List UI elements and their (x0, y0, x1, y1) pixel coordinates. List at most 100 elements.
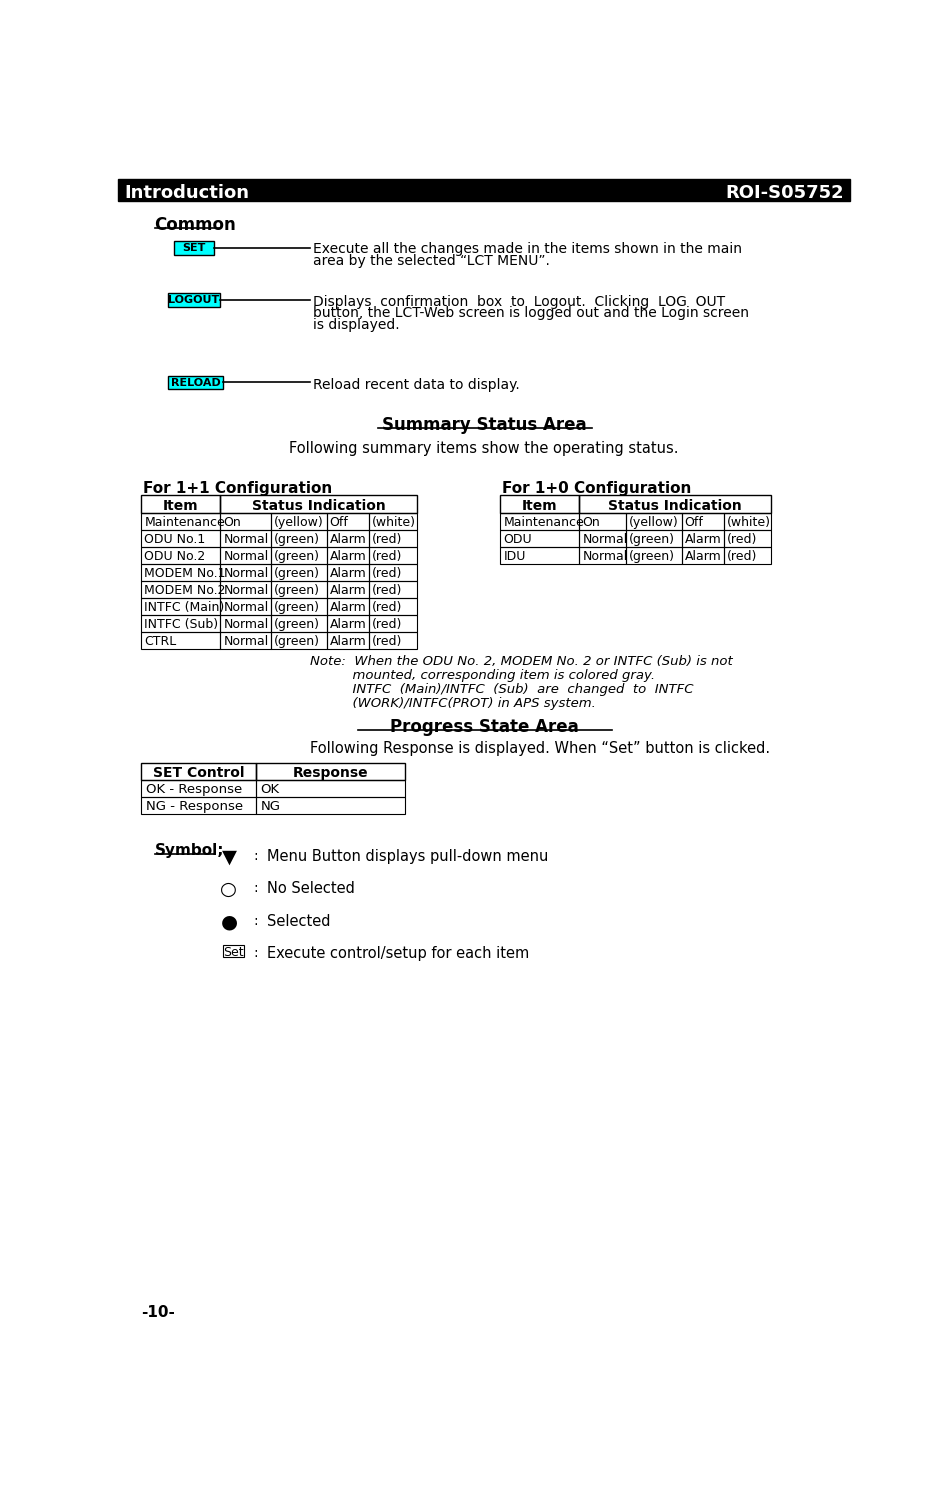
Bar (223, 945, 244, 957)
Bar (271, 530, 327, 548)
Text: Displays  confirmation  box  to  Logout.  Clicking  LOG  OUT: Displays confirmation box to Logout. Cli… (313, 294, 725, 309)
Text: (white): (white) (727, 517, 770, 530)
Text: Common: Common (155, 216, 236, 234)
Text: (yellow): (yellow) (274, 517, 323, 530)
Text: (green): (green) (274, 567, 320, 581)
Bar (327, 615, 369, 632)
Bar (271, 514, 327, 530)
Text: Alarm: Alarm (329, 551, 366, 563)
Bar (723, 548, 770, 564)
Text: Status Indication: Status Indication (607, 499, 741, 512)
Bar (369, 581, 417, 599)
Bar (369, 530, 417, 548)
Text: INTFC (Sub): INTFC (Sub) (144, 618, 218, 632)
Text: Alarm: Alarm (329, 567, 366, 581)
Bar (327, 632, 369, 649)
Text: For 1+1 Configuration: For 1+1 Configuration (143, 481, 332, 496)
Text: Item: Item (521, 499, 557, 512)
Bar (174, 240, 214, 255)
Text: Normal: Normal (224, 618, 268, 632)
Bar (220, 514, 271, 530)
Text: Status Indication: Status Indication (252, 499, 385, 512)
Text: Off: Off (683, 517, 702, 530)
Text: Following summary items show the operating status.: Following summary items show the operati… (289, 440, 678, 455)
Text: Alarm: Alarm (329, 584, 366, 597)
Bar (118, 179, 850, 200)
Text: Alarm: Alarm (683, 551, 720, 563)
Text: ODU No.2: ODU No.2 (144, 551, 206, 563)
Text: mounted, corresponding item is colored gray.: mounted, corresponding item is colored g… (310, 669, 655, 682)
Text: INTFC (Main): INTFC (Main) (144, 602, 225, 614)
Text: -10-: -10- (142, 1305, 175, 1320)
Bar (142, 632, 220, 649)
Bar (499, 514, 579, 530)
Text: Selected: Selected (266, 914, 330, 929)
Bar (499, 548, 579, 564)
Text: Execute all the changes made in the items shown in the main: Execute all the changes made in the item… (313, 242, 742, 257)
Text: (red): (red) (372, 618, 402, 632)
Text: (green): (green) (274, 551, 320, 563)
Text: ROI-S05752: ROI-S05752 (725, 184, 843, 202)
Text: (red): (red) (727, 551, 757, 563)
Bar (220, 564, 271, 581)
Text: On: On (224, 517, 241, 530)
Text: Normal: Normal (224, 551, 268, 563)
Text: ○: ○ (220, 879, 237, 899)
Text: CTRL: CTRL (144, 635, 177, 648)
Text: Normal: Normal (224, 584, 268, 597)
Text: (red): (red) (372, 533, 402, 546)
Text: NG - Response: NG - Response (146, 800, 243, 812)
Bar (220, 632, 271, 649)
Bar (681, 514, 723, 530)
Text: INTFC  (Main)/INTFC  (Sub)  are  changed  to  INTFC: INTFC (Main)/INTFC (Sub) are changed to … (310, 682, 693, 696)
Text: (red): (red) (372, 635, 402, 648)
Text: SET Control: SET Control (153, 766, 244, 779)
Text: MODEM No.1: MODEM No.1 (144, 567, 226, 581)
Text: Response: Response (293, 766, 368, 779)
Text: Execute control/setup for each item: Execute control/setup for each item (266, 947, 529, 961)
Text: (white): (white) (372, 517, 416, 530)
Bar (327, 548, 369, 564)
Text: MODEM No.2: MODEM No.2 (144, 584, 226, 597)
Bar (142, 763, 256, 779)
Text: Alarm: Alarm (329, 602, 366, 614)
Text: Normal: Normal (224, 533, 268, 546)
Bar (142, 514, 220, 530)
Bar (220, 530, 271, 548)
Bar (271, 564, 327, 581)
Bar (220, 615, 271, 632)
Text: (green): (green) (628, 551, 674, 563)
Text: IDU: IDU (503, 551, 525, 563)
Bar (499, 530, 579, 548)
Text: Alarm: Alarm (329, 635, 366, 648)
Bar (271, 615, 327, 632)
Bar (369, 548, 417, 564)
Text: :: : (254, 881, 258, 896)
Bar (579, 548, 625, 564)
Bar (579, 530, 625, 548)
Text: ●: ● (220, 912, 237, 932)
Bar (369, 615, 417, 632)
Text: (red): (red) (727, 533, 757, 546)
Text: Off: Off (329, 517, 348, 530)
Bar (142, 615, 220, 632)
Bar (579, 514, 625, 530)
Bar (168, 376, 223, 390)
Text: (green): (green) (274, 635, 320, 648)
Bar (220, 548, 271, 564)
Bar (625, 530, 681, 548)
Bar (327, 530, 369, 548)
Text: SET: SET (182, 243, 206, 254)
Text: ▼: ▼ (221, 848, 236, 866)
Text: (WORK)/INTFC(PROT) in APS system.: (WORK)/INTFC(PROT) in APS system. (310, 697, 596, 709)
Bar (625, 514, 681, 530)
Bar (369, 514, 417, 530)
Text: Normal: Normal (224, 635, 268, 648)
Text: Introduction: Introduction (125, 184, 249, 202)
Text: Menu Button displays pull-down menu: Menu Button displays pull-down menu (266, 850, 548, 864)
Text: Reload recent data to display.: Reload recent data to display. (313, 378, 519, 391)
Text: area by the selected “LCT MENU”.: area by the selected “LCT MENU”. (313, 254, 549, 267)
Bar (499, 494, 579, 514)
Bar (256, 779, 404, 797)
Text: (green): (green) (274, 533, 320, 546)
